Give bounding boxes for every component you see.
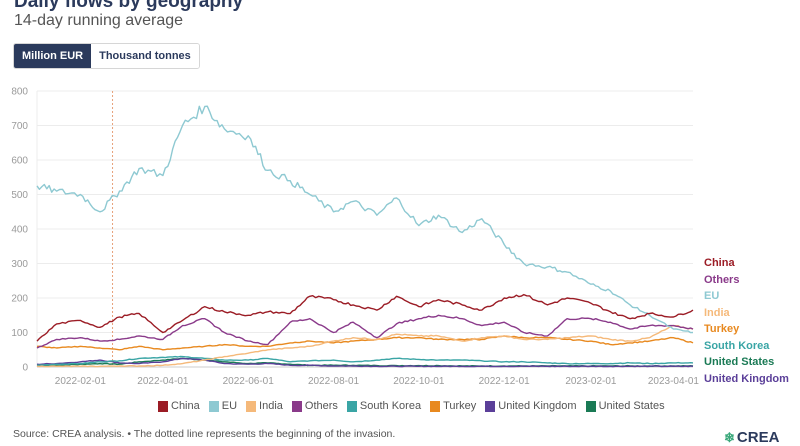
y-tick-label: 700	[11, 121, 28, 132]
x-tick-label: 2022-06-01	[223, 376, 275, 387]
legend-label: United Kingdom	[498, 400, 577, 412]
x-tick-label: 2022-10-01	[393, 376, 445, 387]
legend-swatch	[485, 400, 496, 412]
end-label-united-states: United States	[704, 356, 774, 368]
end-label-others: Others	[704, 274, 739, 286]
chart-subtitle: 14-day running average	[14, 12, 184, 29]
legend-label: EU	[221, 400, 238, 412]
y-tick-label: 600	[11, 156, 28, 167]
legend-label: Others	[304, 400, 338, 412]
legend-item-turkey[interactable]: Turkey	[430, 400, 476, 412]
end-label-eu: EU	[704, 290, 719, 302]
series-line-eu	[36, 105, 694, 334]
legend-label: Turkey	[443, 400, 477, 412]
x-tick-label: 2022-12-01	[479, 376, 531, 387]
toggle-thousand-tonnes[interactable]: Thousand tonnes	[91, 44, 199, 68]
unit-toggle: Million EUR Thousand tonnes	[13, 43, 200, 69]
series-line-turkey	[37, 335, 694, 351]
chart-legend: China EU India Others South Korea Turkey…	[158, 400, 665, 412]
series-line-india	[36, 324, 694, 368]
legend-label: United States	[598, 400, 665, 412]
y-tick-label: 300	[11, 259, 28, 270]
x-tick-label: 2023-04-01	[648, 376, 700, 387]
legend-label: South Korea	[359, 400, 422, 412]
end-label-india: India	[704, 307, 731, 319]
legend-swatch	[246, 400, 257, 412]
legend-swatch	[291, 400, 302, 412]
legend-swatch	[585, 400, 596, 412]
x-tick-label: 2022-04-01	[137, 376, 189, 387]
y-tick-label: 200	[11, 294, 28, 305]
legend-item-eu[interactable]: EU	[208, 400, 238, 412]
logo-text: CREA	[736, 429, 780, 446]
legend-item-south-korea[interactable]: South Korea	[346, 400, 422, 412]
legend-item-united-kingdom[interactable]: United Kingdom	[485, 400, 577, 412]
end-label-china: China	[704, 257, 735, 269]
x-tick-label: 2023-02-01	[565, 376, 617, 387]
end-label-turkey: Turkey	[704, 323, 740, 335]
end-label-south-korea: South Korea	[704, 340, 770, 352]
x-tick-label: 2022-02-01	[55, 376, 107, 387]
legend-item-india[interactable]: India	[246, 400, 283, 412]
toggle-million-eur[interactable]: Million EUR	[14, 44, 92, 68]
series-line-china	[36, 293, 694, 342]
x-tick-label: 2022-08-01	[308, 376, 360, 387]
y-tick-label: 800	[11, 87, 28, 98]
legend-item-china[interactable]: China	[158, 400, 200, 412]
legend-swatch	[158, 400, 168, 412]
legend-item-others[interactable]: Others	[291, 400, 338, 412]
legend-swatch	[430, 400, 441, 412]
crea-logo[interactable]: ❄ CREA	[724, 429, 779, 446]
y-tick-label: 0	[22, 363, 28, 374]
y-tick-label: 500	[11, 190, 28, 201]
chart-title: Daily flows by geography	[14, 0, 244, 12]
end-label-united-kingdom: United Kingdom	[704, 373, 789, 385]
legend-label: India	[259, 400, 283, 412]
y-tick-label: 400	[11, 225, 28, 236]
legend-swatch	[208, 400, 219, 412]
crea-leaf-icon: ❄	[724, 429, 735, 445]
legend-swatch	[346, 400, 357, 412]
source-note: Source: CREA analysis. • The dotted line…	[13, 428, 396, 440]
series-line-others	[36, 314, 694, 349]
line-chart: 0 100 200 300 400 500 600 700 800 2022-02-01 2022…	[11, 87, 789, 388]
legend-item-united-states[interactable]: United States	[585, 400, 665, 412]
legend-label: China	[171, 400, 200, 412]
series-line-united-kingdom	[36, 357, 694, 368]
y-tick-label: 100	[11, 328, 28, 339]
series-line-south-korea	[36, 355, 694, 366]
